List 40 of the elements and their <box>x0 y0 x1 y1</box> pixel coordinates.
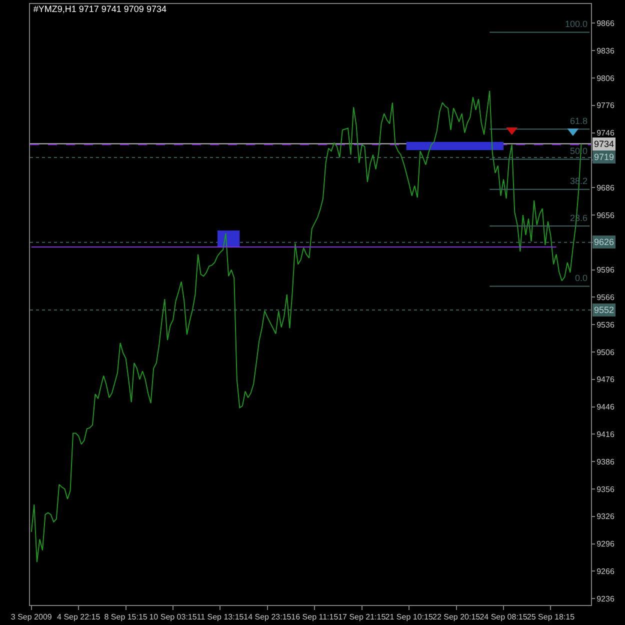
ref-line-label: 9552 <box>592 304 616 316</box>
y-tick-label: 9506 <box>596 348 615 357</box>
x-tick-label: 24 Sep 08:15 <box>480 612 528 622</box>
y-tick-label: 9326 <box>596 512 615 522</box>
y-tick-label: 9446 <box>596 402 615 412</box>
y-tick-label: 9866 <box>596 18 615 28</box>
y-tick-label: 9656 <box>596 210 615 220</box>
y-tick-label: 9806 <box>596 74 615 83</box>
y-tick-label: 9266 <box>596 567 615 576</box>
y-tick-label: 9746 <box>596 128 615 138</box>
y-tick-label: 9836 <box>596 46 615 56</box>
x-tick-label: 10 Sep 03:15 <box>149 612 198 622</box>
x-tick-label: 11 Sep 13:15 <box>196 612 244 622</box>
y-tick-label: 9686 <box>596 183 615 192</box>
x-tick-label: 8 Sep 15:15 <box>104 612 148 622</box>
chart-title: #YMZ9,H1 9717 9741 9709 9734 <box>33 4 166 14</box>
x-tick-label: 17 Sep 21:15 <box>338 612 386 622</box>
y-tick-label: 9536 <box>596 320 615 330</box>
x-tick-label: 4 Sep 22:15 <box>57 612 101 622</box>
x-tick-label: 16 Sep 11:15 <box>291 612 339 622</box>
y-tick-label: 9476 <box>596 375 615 384</box>
y-tick-label: 9416 <box>596 430 615 439</box>
x-tick-label: 25 Sep 18:15 <box>526 612 576 622</box>
series-label: 100.0 <box>565 19 588 29</box>
y-tick-label: 9566 <box>596 292 615 302</box>
ref-line-label: 9719 <box>592 150 616 164</box>
ref-line-label: 9734 <box>592 138 616 150</box>
y-tick-label: 9776 <box>596 101 615 110</box>
y-tick-label: 9296 <box>596 540 615 549</box>
x-tick-label: 22 Sep 20:15 <box>432 612 481 622</box>
y-tick-label: 9386 <box>596 457 615 466</box>
y-tick-label: 9356 <box>596 484 615 494</box>
x-tick-label: 21 Sep 10:15 <box>385 612 434 622</box>
x-tick-label: 3 Sep 2009 <box>10 612 52 622</box>
y-tick-label: 9236 <box>596 594 615 604</box>
series-label: 0.0 <box>575 273 588 283</box>
x-tick-label: 14 Sep 23:15 <box>244 612 292 622</box>
series-label: 61.8 <box>570 116 588 126</box>
ref-line-label: 9626 <box>592 236 616 248</box>
y-tick-label: 9596 <box>596 266 615 275</box>
